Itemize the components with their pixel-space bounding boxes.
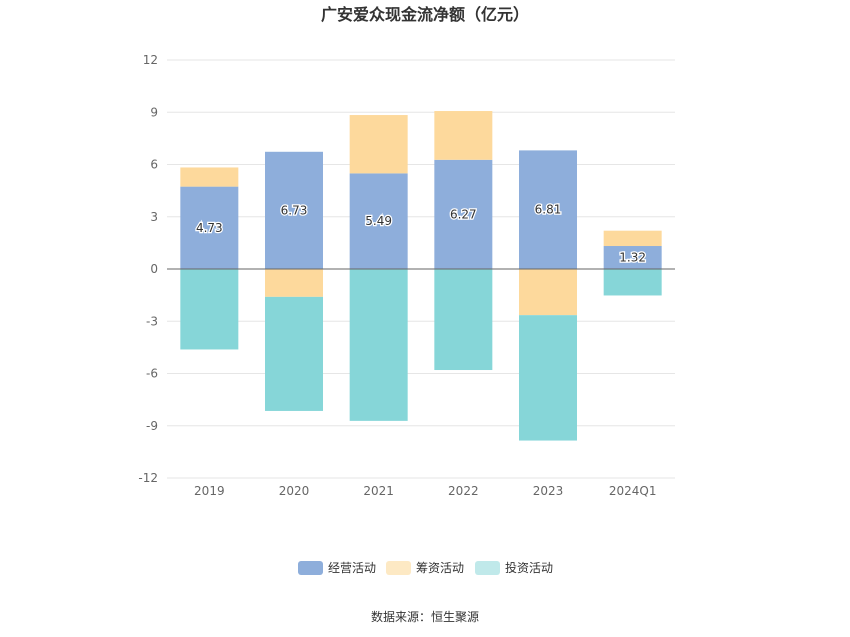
source-note: 数据来源：恒生聚源 <box>371 609 479 624</box>
bar-1-2023 <box>519 150 577 269</box>
y-tick-label: 6 <box>150 158 158 172</box>
y-tick-label: -6 <box>146 367 158 381</box>
y-tick-label: 3 <box>150 210 158 224</box>
x-tick-label: 2023 <box>533 484 564 498</box>
bar-2-2019 <box>180 167 239 187</box>
x-axis: 2019 2020 2021 2022 2023 2024Q1 <box>194 484 656 498</box>
bar-3-2019 <box>180 269 239 350</box>
x-tick-label: 2024Q1 <box>609 484 657 498</box>
bar-1-2021 <box>349 173 408 269</box>
y-tick-label: -12 <box>138 471 158 485</box>
y-tick-label: 0 <box>150 262 158 276</box>
bar-1-2020 <box>265 151 323 269</box>
x-tick-label: 2021 <box>363 484 394 498</box>
y-tick-label: 9 <box>150 105 158 119</box>
bar-1-2019 <box>180 186 239 269</box>
bar-1-2022 <box>434 159 493 269</box>
legend: 经营活动 筹资活动 投资活动 <box>298 560 553 575</box>
legend-label: 经营活动 <box>328 561 376 575</box>
bar-2-2021 <box>349 115 408 174</box>
y-tick-label: -3 <box>146 314 158 328</box>
y-tick-label: -9 <box>146 419 158 433</box>
bar-3-2023 <box>519 315 577 441</box>
legend-label: 投资活动 <box>505 560 553 575</box>
data-labels: 4.73 6.73 5.49 6.27 6.81 1.32 <box>195 201 648 265</box>
bar-2-2024Q1 <box>603 230 662 247</box>
bar-3-2022 <box>434 269 493 371</box>
x-tick-label: 2019 <box>194 484 225 498</box>
bar-2-2022 <box>434 111 493 160</box>
bar-3-2021 <box>349 269 408 421</box>
legend-label: 筹资活动 <box>416 561 464 575</box>
data-label: 4.73 <box>196 221 223 235</box>
data-label: 5.49 <box>365 214 392 228</box>
bar-2-2023 <box>519 269 577 316</box>
bar-3-2020 <box>265 296 323 411</box>
legend-swatch <box>386 561 411 575</box>
data-label: 6.27 <box>450 207 477 221</box>
legend-swatch <box>475 561 500 575</box>
chart-title: 广安爱众现金流净额（亿元） <box>321 5 529 24</box>
data-label: 1.32 <box>619 251 646 265</box>
bar-1-2024Q1 <box>603 246 662 269</box>
data-label: 6.81 <box>535 203 562 217</box>
bars <box>180 111 662 441</box>
x-tick-label: 2022 <box>448 484 479 498</box>
y-tick-label: 12 <box>143 53 158 67</box>
bar-2-2020 <box>265 269 323 297</box>
bar-3-2024Q1 <box>603 269 662 296</box>
data-label: 6.73 <box>281 203 308 217</box>
grid-lines <box>167 59 675 479</box>
legend-swatch <box>298 561 323 575</box>
y-axis: 12 9 6 3 0 -3 -6 -9 -12 <box>138 53 158 485</box>
x-tick-label: 2020 <box>279 484 310 498</box>
